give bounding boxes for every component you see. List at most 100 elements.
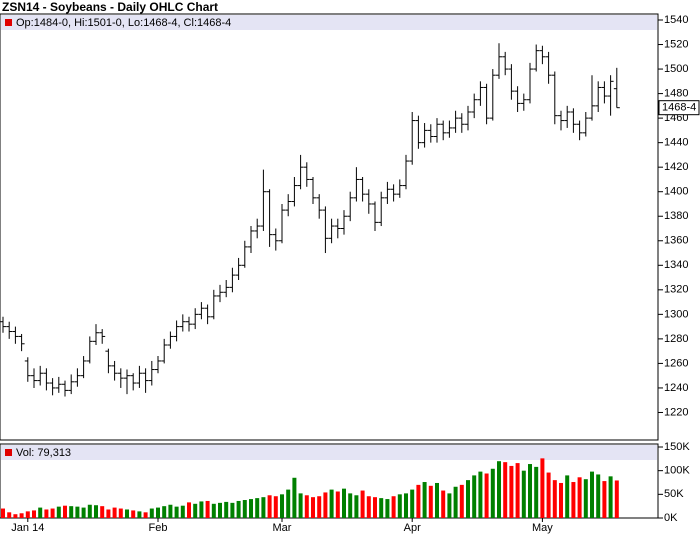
volume-bar — [342, 488, 346, 518]
price-header — [1, 15, 657, 30]
volume-bar — [63, 505, 67, 518]
volume-bar — [69, 506, 74, 518]
volume-bar — [453, 486, 458, 518]
legend-text: Op:1484-0, Hi:1501-0, Lo:1468-4, Cl:1468… — [16, 17, 231, 29]
legend-swatch — [5, 449, 12, 456]
volume-bar — [125, 509, 129, 518]
volume-bar — [224, 501, 229, 518]
volume-bar — [397, 494, 402, 518]
volume-bar — [19, 513, 24, 518]
volume-bar — [540, 458, 545, 518]
volume-bar — [484, 473, 489, 518]
volume-bar — [100, 506, 105, 518]
y-tick-label: 150K — [664, 441, 690, 453]
x-tick-label: Feb — [149, 522, 168, 534]
x-tick-label: May — [532, 522, 553, 534]
volume-bar — [75, 506, 80, 518]
volume-bar — [242, 500, 247, 518]
volume-bar — [497, 461, 501, 518]
volume-bar — [255, 498, 260, 518]
volume-bar — [528, 464, 532, 518]
volume-bar — [94, 505, 98, 518]
volume-bar — [329, 489, 334, 518]
volume-bar — [565, 475, 570, 518]
volume-bar — [435, 482, 439, 518]
volume-bar — [149, 508, 154, 518]
volume-bar — [81, 507, 86, 518]
volume-bar — [366, 496, 371, 518]
volume-bar — [515, 463, 520, 518]
y-tick-label: 1240 — [664, 382, 688, 394]
volume-bar — [32, 510, 36, 518]
volume-bar — [323, 492, 328, 518]
volume-bar — [614, 480, 619, 518]
y-tick-label: 1400 — [664, 186, 688, 198]
volume-bar — [311, 497, 315, 518]
volume-bar — [236, 500, 241, 518]
volume-bar — [187, 502, 191, 518]
volume-bar — [447, 493, 452, 518]
volume-bar — [137, 511, 142, 518]
y-tick-label: 1480 — [664, 87, 688, 99]
volume-bar — [428, 485, 433, 518]
volume-bar — [280, 494, 284, 518]
volume-bar — [373, 497, 377, 518]
last-price-box — [658, 100, 700, 116]
volume-bar — [218, 502, 222, 518]
volume-bar — [292, 477, 297, 518]
chart-title: ZSN14 - Soybeans - Daily OHLC Chart — [2, 0, 218, 14]
volume-bar — [267, 495, 272, 518]
volume-bar — [261, 497, 266, 518]
volume-bar — [112, 507, 117, 518]
volume-bar — [87, 504, 92, 518]
volume-bar — [162, 506, 167, 518]
volume-bar — [391, 496, 396, 518]
y-tick-label: 1380 — [664, 210, 688, 222]
volume-bar — [608, 476, 613, 518]
volume-bar — [404, 493, 408, 518]
y-tick-label: 100K — [664, 465, 690, 477]
price-panel — [0, 13, 659, 441]
volume-bar — [441, 490, 446, 518]
volume-bar — [249, 499, 253, 518]
volume-bar — [317, 496, 322, 518]
y-tick-label: 1440 — [664, 137, 688, 149]
volume-bar — [230, 502, 235, 518]
volume-bar — [50, 508, 55, 518]
volume-bar — [534, 466, 539, 518]
volume-bar — [304, 495, 309, 518]
x-tick-label: Mar — [273, 522, 292, 534]
volume-bar — [360, 490, 365, 518]
volume-bar — [379, 498, 384, 518]
volume-bar — [106, 509, 111, 518]
volume-bar — [385, 499, 390, 518]
volume-bar — [596, 474, 601, 518]
volume-bar — [143, 512, 148, 518]
volume-bar — [472, 475, 477, 518]
volume-bar — [521, 470, 526, 518]
y-tick-label: 1320 — [664, 284, 688, 296]
y-tick-label: 1420 — [664, 161, 688, 173]
volume-bar — [205, 500, 210, 518]
volume-bar — [478, 471, 483, 518]
volume-bar — [422, 482, 427, 518]
volume-bar — [273, 496, 278, 518]
volume-bar — [180, 505, 185, 518]
volume-bar — [577, 477, 582, 518]
volume-bar — [546, 472, 551, 518]
volume-bar — [1, 508, 5, 518]
volume-bar — [286, 489, 291, 518]
legend-text: Vol: 79,313 — [16, 447, 71, 459]
volume-bar — [583, 479, 588, 518]
volume-bar — [602, 481, 607, 518]
volume-bar — [193, 503, 198, 518]
volume-bar — [44, 509, 49, 518]
volume-header — [1, 445, 657, 460]
volume-bar — [118, 508, 123, 518]
volume-bar — [168, 504, 173, 518]
volume-bar — [509, 465, 514, 518]
volume-bar — [552, 480, 557, 518]
y-tick-label: 1300 — [664, 308, 688, 320]
volume-bar — [56, 506, 61, 518]
